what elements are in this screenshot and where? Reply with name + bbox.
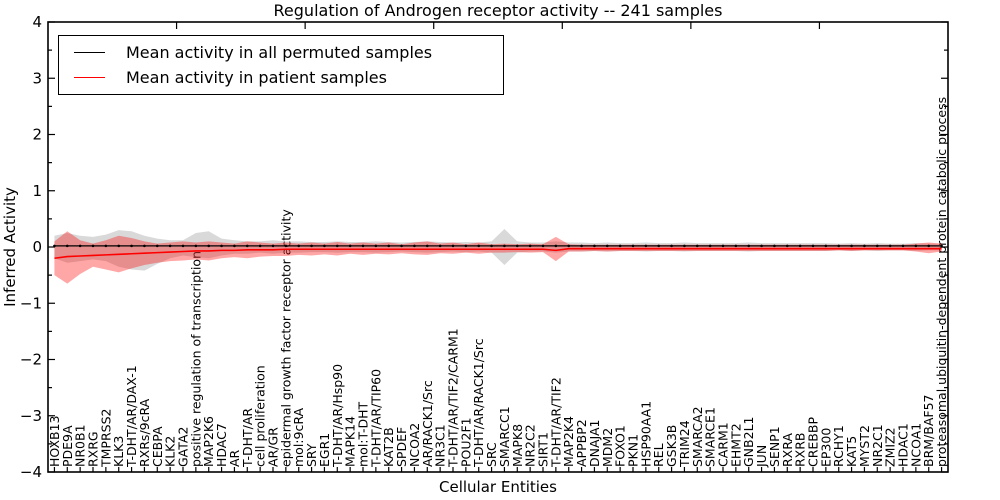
x-tick-label: PDE9A xyxy=(60,425,75,467)
x-tick-label: NR2C1 xyxy=(870,424,885,467)
x-tick-label: GATA2 xyxy=(176,427,191,467)
legend-item-patient: Mean activity in patient samples xyxy=(59,68,503,87)
patient-line-swatch xyxy=(74,77,105,79)
x-tick-label: T-DHT/AR/TIF2/CARM1 xyxy=(446,328,461,468)
x-tick-label: mol:T-DHT xyxy=(356,401,371,467)
x-tick-label: HOXB13 xyxy=(47,416,62,467)
x-tick-label: FOXO1 xyxy=(613,425,628,467)
x-tick-label: T-DHT/AR/TIP60 xyxy=(368,369,383,468)
x-tick-label: T-DHT/AR/Hsp90 xyxy=(330,364,345,468)
x-tick-label: DNAJA1 xyxy=(587,420,602,468)
y-tick-labels: −4 −3 −2 −1 0 1 2 3 4 xyxy=(20,13,42,481)
y-tick-label: −4 xyxy=(20,463,42,481)
y-tick-label: 1 xyxy=(32,182,42,200)
patient-band xyxy=(54,231,942,284)
y-tick-label: 2 xyxy=(32,126,42,144)
x-tick-label: positive regulation of transcription xyxy=(188,251,203,467)
x-tick-label: CARM1 xyxy=(716,422,731,467)
x-tick-label: CREBBP xyxy=(806,417,821,467)
chart-title: Regulation of Androgen receptor activity… xyxy=(273,1,723,20)
x-tick-label: SPDEF xyxy=(394,427,409,467)
x-tick-label: CEBPA xyxy=(150,426,165,467)
x-tick-label: HDAC7 xyxy=(214,423,229,467)
axis-ticks xyxy=(48,21,948,473)
x-tick-label: RXRB xyxy=(793,432,808,467)
x-tick-label: MAP2K4 xyxy=(561,416,576,467)
x-tick-label: SRY xyxy=(304,443,319,467)
x-tick-label: EHMT2 xyxy=(728,423,743,467)
x-tick-label: HSP90AA1 xyxy=(638,401,653,467)
permuted-line-swatch xyxy=(74,51,105,53)
legend: Mean activity in all permuted samples Me… xyxy=(58,35,504,95)
x-tick-label: SMARCA2 xyxy=(690,406,705,467)
x-tick-label: MAPK8 xyxy=(510,424,525,467)
x-tick-label: proteasomal ubiquitin-dependent protein … xyxy=(934,97,949,467)
x-tick-label: AR xyxy=(227,449,242,467)
x-tick-label: EGR1 xyxy=(317,433,332,467)
x-tick-label: BRM/BAF57 xyxy=(921,395,936,467)
x-tick-label: ZMIZ2 xyxy=(883,427,898,467)
x-tick-label: NR3C1 xyxy=(433,424,448,467)
x-tick-label: HDAC1 xyxy=(896,423,911,467)
x-tick-label: GSK3B xyxy=(664,425,679,467)
x-tick-label: MDM2 xyxy=(600,428,615,467)
y-tick-label: −2 xyxy=(20,351,42,369)
y-tick-label: −3 xyxy=(20,407,42,425)
x-tick-label: KAT5 xyxy=(844,436,859,467)
x-tick-label: KLK3 xyxy=(111,436,126,467)
x-tick-label: T-DHT/AR/TIF2 xyxy=(548,377,563,468)
x-tick-label: RCHY1 xyxy=(831,425,846,467)
x-tick-label: SRC xyxy=(484,442,499,467)
x-tick-label: JUN xyxy=(754,445,769,468)
x-tick-label: TMPRSS2 xyxy=(98,409,113,468)
x-tick-label: NCOA2 xyxy=(407,423,422,467)
x-tick-label: MYST2 xyxy=(857,425,872,467)
x-tick-label: SMARCE1 xyxy=(703,407,718,467)
x-tick-label: AR/GR xyxy=(266,427,281,467)
x-tick-label: MAP2K6 xyxy=(201,416,216,467)
x-axis-label: Cellular Entities xyxy=(439,478,557,496)
x-tick-label: SMARCC1 xyxy=(497,406,512,467)
x-tick-label: AR/RACK1/Src xyxy=(420,380,435,467)
x-tick-label: APPBP2 xyxy=(574,419,589,467)
x-tick-label: SIRT1 xyxy=(536,432,551,467)
x-tick-label: mol:9cRA xyxy=(291,407,306,467)
x-tick-label: RXRs/9cRA xyxy=(137,398,152,467)
x-tick-label: POU2F1 xyxy=(458,417,473,467)
x-tick-label: KLK2 xyxy=(163,436,178,467)
x-tick-label: SENP1 xyxy=(767,426,782,467)
x-tick-label: MAPK14 xyxy=(343,416,358,467)
legend-item-permuted: Mean activity in all permuted samples xyxy=(59,43,503,62)
x-tick-label: T-DHT/AR xyxy=(240,408,255,468)
x-tick-label: NCOA1 xyxy=(908,423,923,467)
y-tick-label: 0 xyxy=(32,238,42,256)
legend-label-patient: Mean activity in patient samples xyxy=(126,68,387,88)
x-tick-label: RXRA xyxy=(780,433,795,467)
x-tick-label: KAT2B xyxy=(381,427,396,467)
x-tick-label: EP300 xyxy=(818,428,833,467)
legend-label-permuted: Mean activity in all permuted samples xyxy=(126,42,433,62)
x-tick-label: GNB2L1 xyxy=(741,417,756,467)
y-tick-label: 3 xyxy=(32,69,42,87)
x-tick-label: PKN1 xyxy=(626,434,641,467)
patient-mean-line xyxy=(54,247,942,260)
x-tick-label: epidermal growth factor receptor activit… xyxy=(278,209,293,467)
x-tick-label: REL xyxy=(651,443,666,467)
x-tick-labels: HOXB13PDE9ANR0B1RXRGTMPRSS2KLK3T-DHT/AR/… xyxy=(47,97,949,468)
y-tick-label: −1 xyxy=(20,294,42,312)
x-tick-label: T-DHT/AR/RACK1/Src xyxy=(471,338,486,468)
y-tick-label: 4 xyxy=(32,13,42,31)
x-tick-label: T-DHT/AR/DAX-1 xyxy=(124,365,139,468)
x-tick-label: cell proliferation xyxy=(253,365,268,467)
x-tick-label: RXRG xyxy=(86,431,101,467)
x-tick-label: NR0B1 xyxy=(73,424,88,467)
x-tick-label: NR2C2 xyxy=(523,424,538,467)
y-axis-label: Inferred Activity xyxy=(1,187,19,307)
x-tick-label: TRIM24 xyxy=(677,420,692,468)
